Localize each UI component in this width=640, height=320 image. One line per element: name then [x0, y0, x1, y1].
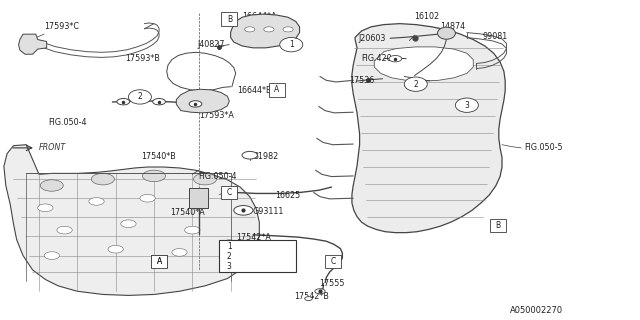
Ellipse shape	[438, 27, 456, 39]
Text: 17593*C: 17593*C	[44, 22, 79, 31]
Bar	[219, 240, 296, 272]
Text: FIG.050-4: FIG.050-4	[198, 172, 237, 181]
Polygon shape	[4, 145, 259, 295]
Circle shape	[283, 27, 293, 32]
Text: 16625: 16625	[275, 190, 301, 200]
Circle shape	[172, 249, 187, 256]
Polygon shape	[230, 14, 300, 48]
Text: G93111: G93111	[253, 207, 284, 216]
Circle shape	[89, 197, 104, 205]
Text: A: A	[156, 257, 162, 266]
Ellipse shape	[280, 37, 303, 52]
Text: 16102: 16102	[415, 12, 440, 21]
Text: 17540*A: 17540*A	[170, 208, 205, 217]
Circle shape	[234, 205, 253, 215]
Text: 2: 2	[138, 92, 142, 101]
Circle shape	[108, 245, 124, 253]
Circle shape	[140, 195, 156, 202]
Text: 2: 2	[413, 80, 418, 89]
Circle shape	[153, 99, 166, 105]
Polygon shape	[374, 47, 473, 81]
Text: J2088: J2088	[241, 242, 264, 251]
Text: 2: 2	[227, 252, 232, 261]
Circle shape	[193, 173, 216, 185]
Text: J40827: J40827	[197, 40, 225, 49]
Ellipse shape	[129, 90, 152, 104]
Circle shape	[184, 226, 200, 234]
Circle shape	[242, 151, 257, 159]
Ellipse shape	[220, 240, 239, 252]
Text: 17536: 17536	[349, 76, 374, 85]
Polygon shape	[352, 24, 505, 233]
Text: 16644*B: 16644*B	[237, 86, 271, 95]
Text: 17555: 17555	[319, 279, 344, 288]
Circle shape	[40, 180, 63, 191]
Text: FIG.050-4: FIG.050-4	[49, 118, 87, 127]
Text: 17593*A: 17593*A	[198, 111, 234, 120]
Circle shape	[315, 289, 325, 294]
Ellipse shape	[220, 250, 239, 262]
Text: 3: 3	[227, 262, 232, 271]
Text: B: B	[495, 221, 500, 230]
Text: FIG.420: FIG.420	[362, 54, 392, 63]
Ellipse shape	[404, 77, 428, 91]
Circle shape	[244, 27, 255, 32]
Polygon shape	[19, 34, 47, 54]
Circle shape	[121, 220, 136, 228]
Text: FRONT: FRONT	[39, 143, 67, 152]
Circle shape	[92, 173, 115, 185]
Ellipse shape	[456, 98, 478, 112]
Text: 17593*B: 17593*B	[125, 53, 160, 62]
Bar	[221, 186, 237, 199]
Text: A: A	[156, 257, 162, 266]
Text: 14874: 14874	[440, 22, 465, 31]
Polygon shape	[176, 89, 229, 113]
Text: C: C	[330, 257, 335, 266]
Circle shape	[191, 201, 206, 208]
Text: 99081: 99081	[483, 32, 508, 41]
Circle shape	[38, 204, 53, 212]
Text: FIG.050-5: FIG.050-5	[524, 143, 563, 152]
Circle shape	[143, 170, 166, 182]
Bar	[221, 12, 237, 26]
Text: 17540*B: 17540*B	[141, 152, 176, 161]
Circle shape	[305, 297, 312, 300]
Circle shape	[57, 226, 72, 234]
Text: J20601: J20601	[241, 252, 269, 261]
Circle shape	[389, 55, 402, 62]
Bar	[324, 255, 340, 268]
Text: J20603: J20603	[358, 34, 386, 43]
Text: A: A	[274, 85, 279, 94]
Text: C: C	[227, 188, 232, 197]
Circle shape	[44, 252, 60, 260]
Text: B: B	[227, 15, 232, 24]
Bar	[151, 255, 167, 268]
Circle shape	[189, 101, 202, 107]
Text: J10688: J10688	[241, 262, 269, 271]
Text: 16644*A: 16644*A	[242, 12, 276, 21]
Text: 17542*A: 17542*A	[236, 233, 271, 242]
Text: 1: 1	[227, 242, 232, 251]
Text: 17542*B: 17542*B	[294, 292, 330, 301]
Bar	[269, 83, 285, 97]
Text: 31982: 31982	[253, 152, 278, 161]
Text: A050002270: A050002270	[510, 306, 563, 315]
Circle shape	[264, 27, 274, 32]
Circle shape	[117, 99, 130, 105]
Bar	[189, 188, 208, 208]
Bar	[490, 219, 506, 232]
Bar	[151, 255, 167, 268]
Text: 3: 3	[465, 101, 469, 110]
Text: 1: 1	[289, 40, 294, 49]
Ellipse shape	[220, 260, 239, 272]
